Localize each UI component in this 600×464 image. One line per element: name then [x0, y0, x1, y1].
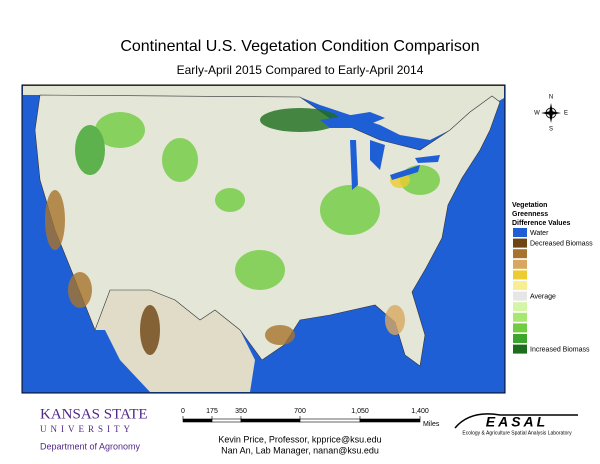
legend-swatch	[513, 291, 527, 301]
legend-label: Water	[530, 230, 549, 237]
scale-label: 1,050	[351, 408, 369, 415]
ksu-department: Department of Agronomy	[40, 441, 141, 451]
mexico	[95, 290, 255, 392]
legend-swatch	[513, 312, 527, 322]
easal-name: EASAL	[486, 414, 548, 430]
credit-line: Nan An, Lab Manager, nanan@ksu.edu	[221, 445, 379, 455]
map	[21, 84, 506, 394]
legend-label: Average	[530, 293, 556, 300]
scale-label: 1,400	[411, 408, 429, 415]
scale-segment	[240, 418, 301, 423]
ksu-name: KANSAS STATE	[40, 406, 148, 422]
compass-n: N	[549, 95, 553, 101]
brown-patches	[45, 172, 410, 355]
scale-segment	[211, 418, 242, 423]
legend-swatch	[513, 238, 527, 248]
easal-logo: EASAL Ecology & Agriculture Spatial Anal…	[454, 413, 578, 436]
legend-swatch	[513, 334, 527, 343]
green-patches	[75, 108, 440, 290]
compass-e: E	[564, 111, 568, 117]
legend-title: Vegetation	[512, 202, 547, 209]
scale-unit: Miles	[423, 421, 440, 428]
legend-swatch	[513, 270, 527, 280]
legend-swatch	[513, 249, 527, 259]
legend-swatch	[513, 281, 527, 290]
credit-line: Kevin Price, Professor, kpprice@ksu.edu	[218, 434, 381, 444]
legend-swatch	[513, 344, 527, 354]
scale-label: 350	[235, 408, 247, 415]
easal-swoosh	[454, 413, 578, 429]
us-land	[34, 94, 501, 367]
legend: Vegetation Greenness Difference Values Wate…	[512, 202, 593, 354]
scale-label: 0	[181, 408, 185, 415]
legend-title: Greenness	[512, 211, 548, 218]
title: Continental U.S. Vegetation Condition Co…	[120, 38, 479, 55]
legend-swatch	[513, 323, 527, 333]
scale-segment	[182, 418, 213, 423]
ksu-logo: KANSAS STATE UNIVERSITY Department of Ag…	[40, 406, 148, 451]
easal-subtitle: Ecology & Agriculture Spatial Analysis L…	[462, 430, 572, 436]
legend-swatch	[513, 259, 527, 269]
legend-label: Decreased Biomass	[530, 240, 593, 247]
compass: N S W E	[534, 95, 568, 133]
compass-w: W	[534, 111, 540, 117]
scale-segment	[359, 418, 421, 423]
scale-label: 700	[294, 408, 306, 415]
scale-segment	[299, 418, 361, 423]
legend-label: Increased Biomass	[530, 346, 590, 353]
scale-bar: 0 175 350 700 1,050 1,400 Miles	[181, 408, 440, 428]
great-lakes	[320, 112, 440, 190]
legend-swatch	[513, 302, 527, 312]
canada	[23, 86, 504, 140]
ksu-university: UNIVERSITY	[40, 424, 134, 434]
compass-s: S	[549, 127, 553, 133]
scale-label: 175	[206, 408, 218, 415]
subtitle: Early-April 2015 Compared to Early-April…	[177, 63, 424, 77]
legend-title: Difference Values	[512, 220, 570, 227]
compass-star	[541, 103, 561, 123]
legend-swatch	[513, 228, 527, 237]
